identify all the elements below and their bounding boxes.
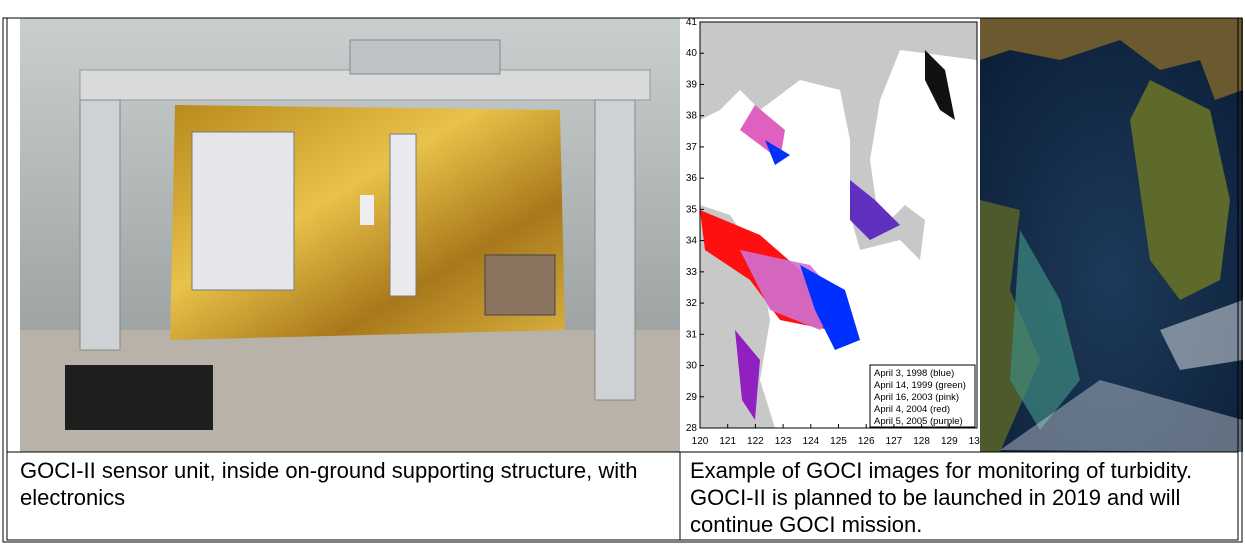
y-tick-label: 41 — [686, 17, 698, 28]
y-tick-label: 38 — [686, 111, 698, 122]
x-tick-label: 123 — [775, 436, 792, 447]
legend-entry: April 16, 2003 (pink) — [874, 392, 959, 403]
y-tick-label: 34 — [686, 236, 698, 247]
x-tick-label: 128 — [913, 436, 930, 447]
caption-right: Example of GOCI images for monitoring of… — [690, 458, 1193, 537]
y-tick-label: 30 — [686, 361, 698, 372]
map-x-ticks: 120 121 122 123 124 125 126 127 128 129 130 — [692, 424, 986, 447]
x-tick-label: 120 — [692, 436, 709, 447]
legend-entry: April 5, 2005 (purple) — [874, 416, 963, 427]
x-tick-label: 130 — [969, 436, 986, 447]
legend-entry: April 14, 1999 (green) — [874, 380, 966, 391]
y-tick-label: 32 — [686, 298, 698, 309]
legend-entry: April 4, 2004 (red) — [874, 404, 950, 415]
y-tick-label: 33 — [686, 267, 698, 278]
satellite-photo — [980, 18, 1243, 452]
x-tick-label: 125 — [830, 436, 847, 447]
x-tick-label: 124 — [802, 436, 819, 447]
table-borders — [2, 17, 1243, 543]
map-y-ticks: 41 40 39 38 37 36 35 34 33 32 31 30 29 28 — [686, 17, 704, 434]
y-tick-label: 36 — [686, 173, 698, 184]
legend-entry: April 3, 1998 (blue) — [874, 368, 954, 379]
sensor-photo — [20, 18, 680, 452]
turbidity-map: 120 121 122 123 124 125 126 127 128 129 130 41 40 39… — [683, 17, 986, 452]
y-tick-label: 35 — [686, 204, 698, 215]
y-tick-label: 39 — [686, 79, 698, 90]
y-tick-label: 29 — [686, 392, 698, 403]
y-tick-label: 28 — [686, 423, 698, 434]
x-tick-label: 121 — [719, 436, 736, 447]
map-legend: April 3, 1998 (blue)April 14, 1999 (gree… — [874, 368, 966, 427]
x-tick-label: 126 — [858, 436, 875, 447]
y-tick-label: 37 — [686, 142, 698, 153]
x-tick-label: 129 — [941, 436, 958, 447]
caption-left: GOCI-II sensor unit, inside on-ground su… — [20, 458, 638, 510]
x-tick-label: 122 — [747, 436, 764, 447]
y-tick-label: 31 — [686, 329, 698, 340]
y-tick-label: 40 — [686, 48, 698, 59]
x-tick-label: 127 — [886, 436, 903, 447]
